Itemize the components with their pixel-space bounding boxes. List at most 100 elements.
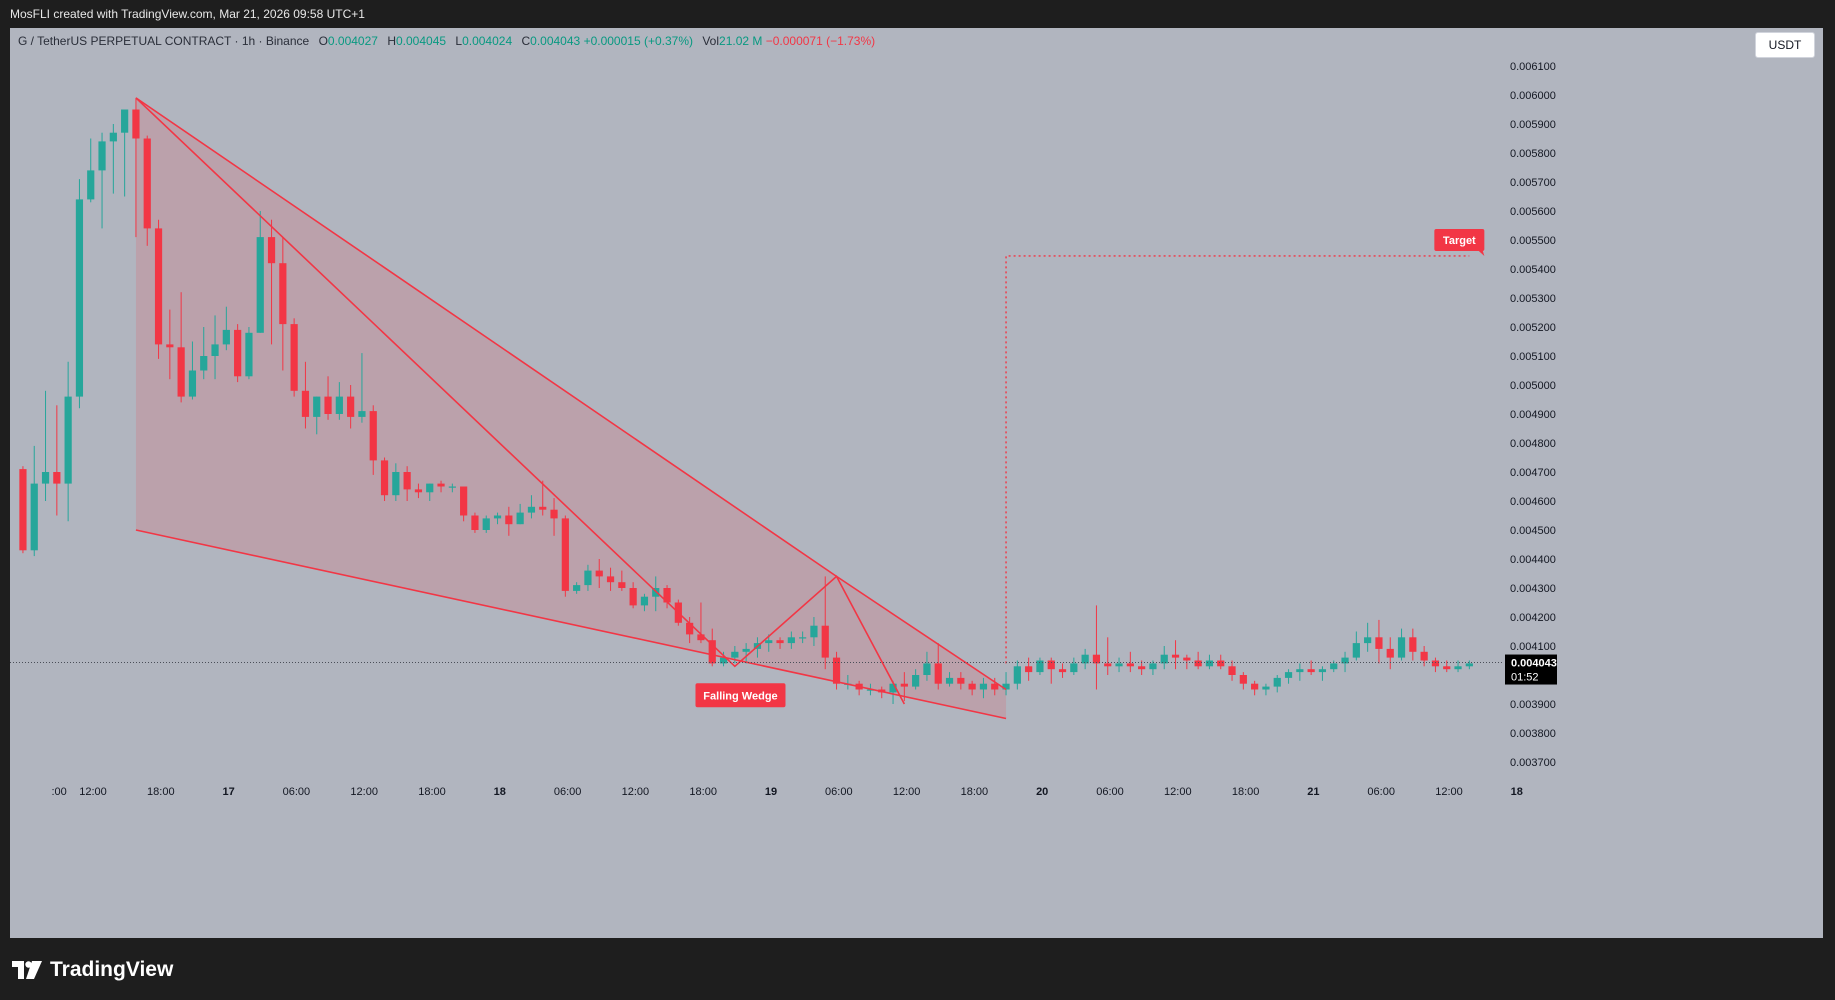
chart-panel[interactable]: Falling Wedge Target 0.003700 0.003800 0.003… bbox=[10, 28, 1823, 938]
candle bbox=[686, 617, 694, 644]
candle bbox=[1171, 640, 1180, 670]
candle-body bbox=[742, 648, 750, 652]
candle-body bbox=[109, 132, 117, 142]
candle-body bbox=[629, 588, 637, 606]
candle bbox=[1318, 666, 1327, 681]
candle bbox=[19, 466, 27, 554]
candle bbox=[821, 576, 829, 670]
candle-body bbox=[1409, 637, 1417, 652]
candle bbox=[1386, 637, 1394, 670]
candle bbox=[742, 643, 750, 664]
tradingview-logo[interactable]: TradingView bbox=[12, 958, 173, 982]
candle-body bbox=[245, 332, 253, 377]
bar-countdown: 01:52 bbox=[1511, 672, 1539, 684]
candle bbox=[550, 498, 558, 536]
time-axis-tick-label: 18:00 bbox=[1232, 786, 1260, 798]
candle bbox=[1443, 660, 1451, 673]
candle bbox=[290, 318, 298, 397]
tradingview-brand: TradingView bbox=[50, 958, 174, 981]
candle-body bbox=[143, 138, 151, 229]
candle-body bbox=[708, 640, 716, 664]
candle-body bbox=[584, 570, 592, 586]
price-chart[interactable]: Falling Wedge Target 0.003700 0.003800 0.003… bbox=[10, 28, 1823, 938]
candle bbox=[1126, 651, 1134, 673]
candle-body bbox=[1036, 660, 1044, 673]
candle-body bbox=[347, 396, 355, 417]
candle bbox=[392, 463, 400, 501]
candle-body bbox=[1138, 666, 1146, 670]
candle-body bbox=[1443, 666, 1451, 670]
price-axis-tick-label: 0.004200 bbox=[1510, 612, 1556, 624]
candle-body bbox=[776, 640, 784, 644]
candle bbox=[132, 97, 140, 238]
candle bbox=[1454, 660, 1462, 673]
candle-body bbox=[1431, 660, 1440, 667]
candle bbox=[1352, 631, 1360, 661]
candle-body bbox=[1002, 683, 1010, 690]
screenshot-caption: MosFLI created with TradingView.com, Mar… bbox=[10, 7, 365, 21]
candle bbox=[64, 361, 72, 522]
tradingview-logo-icon bbox=[12, 961, 42, 979]
candle-body bbox=[211, 344, 219, 356]
candle-body bbox=[177, 347, 185, 397]
candle bbox=[313, 396, 321, 435]
candle-body bbox=[437, 483, 445, 487]
candle-body bbox=[471, 515, 479, 530]
price-axis-tick-label: 0.004300 bbox=[1510, 583, 1556, 595]
candle-body bbox=[979, 683, 988, 690]
symbol-title[interactable]: G / TetherUS PERPETUAL CONTRACT · 1h · B… bbox=[18, 34, 310, 48]
candle bbox=[945, 672, 954, 687]
candle bbox=[200, 327, 208, 380]
price-axis-tick-label: 0.003900 bbox=[1510, 699, 1556, 711]
time-axis-tick-label: 17 bbox=[222, 786, 234, 798]
candle-body bbox=[1273, 677, 1281, 687]
candle bbox=[776, 637, 784, 649]
candle-body bbox=[697, 634, 705, 641]
candle-body bbox=[290, 324, 298, 391]
current-price-tag: 0.004043 01:52 bbox=[1505, 654, 1557, 685]
candle-body bbox=[301, 390, 310, 417]
candle-body bbox=[30, 483, 38, 551]
price-axis-tick-label: 0.004600 bbox=[1510, 496, 1556, 508]
candle bbox=[1070, 657, 1078, 675]
candle-body bbox=[188, 370, 197, 397]
candle bbox=[832, 651, 841, 690]
candle-body bbox=[1160, 654, 1168, 664]
candle bbox=[934, 643, 942, 690]
candle-body bbox=[358, 411, 366, 417]
candle bbox=[245, 327, 253, 380]
candle-body bbox=[222, 329, 230, 345]
price-axis-tick-label: 0.004900 bbox=[1510, 409, 1556, 421]
candle bbox=[1465, 660, 1473, 670]
candle-body bbox=[132, 109, 140, 139]
time-axis-tick-label: 18 bbox=[494, 786, 506, 798]
candle-body bbox=[493, 515, 502, 519]
currency-button[interactable]: USDT bbox=[1755, 32, 1815, 58]
candle bbox=[1364, 622, 1372, 652]
time-axis-tick-label: 12:00 bbox=[350, 786, 378, 798]
candle-body bbox=[765, 640, 773, 644]
target-projection-line bbox=[1005, 255, 1470, 664]
candle bbox=[719, 651, 728, 667]
candle-body bbox=[1126, 663, 1134, 667]
candle bbox=[1228, 660, 1236, 681]
candle-body bbox=[573, 585, 581, 591]
candle-body bbox=[166, 344, 174, 348]
candle bbox=[573, 582, 581, 594]
candle-body bbox=[1364, 637, 1372, 644]
candle bbox=[799, 631, 807, 644]
candle-body bbox=[234, 329, 242, 377]
chart-background bbox=[10, 28, 1823, 938]
candle-body bbox=[392, 472, 400, 496]
candle-body bbox=[832, 657, 841, 684]
candle bbox=[482, 515, 490, 533]
low-label: L bbox=[455, 34, 463, 48]
candle-body bbox=[866, 689, 875, 691]
time-axis: :00 12:00 18:00 17 06:00 12:00 18:00 18 06:00 12:… bbox=[51, 786, 1522, 798]
candle bbox=[1375, 619, 1383, 664]
time-axis-tick-label: :00 bbox=[51, 786, 66, 798]
candle-body bbox=[1171, 654, 1180, 658]
candle bbox=[460, 486, 468, 522]
candle bbox=[222, 306, 230, 351]
candle-body bbox=[426, 483, 434, 493]
